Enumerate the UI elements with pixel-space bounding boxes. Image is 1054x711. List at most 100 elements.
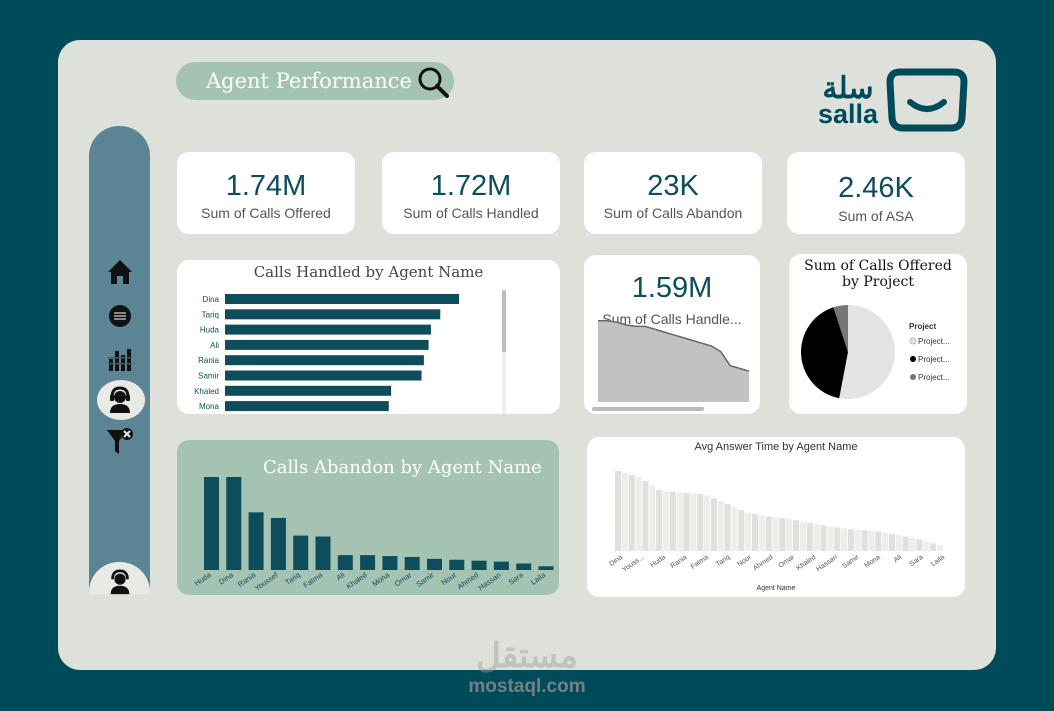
calls-handled-bar-chart: Dina Tariq Huda Ali Rania Samir Khaled Mona — [194, 294, 459, 412]
bar — [225, 385, 392, 396]
bar — [669, 491, 676, 551]
bar — [923, 541, 930, 551]
logo-latin-text: salla — [818, 99, 879, 129]
pie-slice — [839, 305, 895, 399]
bar-label: Tariq — [715, 554, 732, 568]
bar-label: Dina — [217, 570, 235, 587]
kpi-label: Sum of Calls Offered — [201, 205, 331, 221]
kpi-label: Sum of Calls Abandon — [603, 205, 743, 221]
watermark-text: mostaql.com — [468, 676, 586, 697]
bar — [621, 473, 628, 551]
chart-scroll-track — [502, 290, 506, 414]
bar — [916, 539, 923, 551]
bar — [615, 471, 622, 551]
bar — [799, 521, 806, 551]
bar — [337, 555, 353, 570]
bar — [731, 507, 738, 551]
kpi-calls-abandon[interactable]: 23K Sum of Calls Abandon — [584, 152, 762, 234]
bar — [786, 518, 793, 551]
legend-label: Project... — [918, 337, 950, 346]
x-axis-label: Agent Name — [756, 585, 796, 592]
legend-marker — [910, 374, 916, 380]
bar — [270, 517, 286, 570]
search-icon[interactable] — [416, 66, 450, 105]
page-title-pill: Agent Performance — [176, 62, 454, 100]
kpi-label: Sum of ASA — [838, 208, 914, 224]
bar — [861, 530, 868, 551]
bar-label: Samir — [414, 570, 436, 589]
coin-icon[interactable] — [104, 300, 136, 332]
kpi-value: 1.74M — [225, 170, 307, 202]
bar — [697, 493, 704, 551]
bar — [758, 515, 765, 551]
bar — [204, 477, 219, 570]
legend-title: Project — [909, 322, 936, 331]
trend-value: 1.59M — [631, 272, 713, 304]
legend-marker — [909, 337, 917, 345]
bar-label: Samir — [198, 372, 219, 381]
bar-label: Omar — [393, 570, 414, 588]
agent-icon[interactable] — [104, 384, 136, 416]
filter-icon[interactable] — [104, 426, 136, 458]
chart-scrollbar[interactable] — [502, 290, 506, 352]
chart-title: Avg Answer Time by Agent Name — [694, 441, 858, 453]
kpi-calls-handled[interactable]: 1.72M Sum of Calls Handled — [382, 152, 560, 234]
calls-handled-trend-card[interactable]: 1.59M Sum of Calls Handle... — [584, 255, 760, 414]
bar — [635, 477, 642, 551]
bar — [493, 561, 509, 570]
bar-label: Laila — [529, 570, 548, 587]
bar — [226, 477, 242, 570]
area-scrollbar[interactable] — [592, 407, 704, 411]
bar-label: Dina — [608, 554, 624, 568]
bar — [225, 324, 431, 335]
bar-label: Ahmed — [752, 554, 774, 573]
calls-offered-by-project-card[interactable]: Sum of Calls Offered by Project Project P… — [789, 254, 967, 414]
home-icon[interactable] — [104, 256, 136, 288]
bar-label: Mona — [371, 570, 392, 589]
bar — [225, 339, 429, 350]
bar-label: Khaled — [194, 387, 219, 396]
bar — [882, 532, 889, 551]
kpi-asa[interactable]: 2.46K Sum of ASA — [787, 152, 965, 234]
bar — [248, 512, 264, 570]
bar-label: Sara — [908, 554, 924, 568]
bar — [813, 524, 820, 551]
bar — [875, 531, 882, 551]
avg-answer-time-card[interactable]: Avg Answer Time by Agent Name Dina Youss.… — [587, 437, 965, 597]
bar — [765, 516, 772, 551]
calls-abandon-chart-card[interactable]: Calls Abandon by Agent Name Huda Dina Rani… — [177, 440, 559, 595]
chart-title: Calls Abandon by Agent Name — [263, 457, 542, 478]
bar — [847, 529, 854, 551]
bar — [225, 309, 441, 320]
bar — [806, 522, 813, 551]
sidebar — [89, 126, 150, 594]
bar-label: Hassan — [477, 570, 503, 592]
agent-profile-icon[interactable] — [104, 566, 136, 598]
bar — [225, 401, 389, 412]
bar-chart-icon[interactable] — [104, 343, 136, 375]
bar-label: Ahmed — [456, 570, 481, 591]
bar — [516, 563, 532, 570]
bar — [827, 526, 834, 551]
bar — [936, 545, 943, 551]
kpi-calls-offered[interactable]: 1.74M Sum of Calls Offered — [177, 152, 355, 234]
bar — [471, 560, 487, 570]
bar — [745, 512, 752, 551]
bar-label: Nour — [736, 554, 753, 569]
pie-slice — [800, 307, 848, 399]
bar-label: Huda — [649, 554, 667, 569]
area-line — [598, 320, 750, 372]
bar — [909, 537, 916, 551]
bar-label: Omar — [778, 554, 797, 570]
calls-handled-area-chart — [598, 320, 750, 402]
bar — [382, 556, 398, 570]
bar — [772, 517, 779, 551]
calls-handled-chart-card[interactable]: Calls Handled by Agent Name Dina Tariq Hud… — [177, 260, 560, 414]
bar — [449, 559, 465, 570]
bar-label: Samir — [841, 554, 861, 571]
bar-label: Fatma — [302, 570, 325, 590]
bar-label: Huda — [193, 570, 214, 588]
bar — [676, 492, 683, 551]
bar — [649, 485, 656, 551]
